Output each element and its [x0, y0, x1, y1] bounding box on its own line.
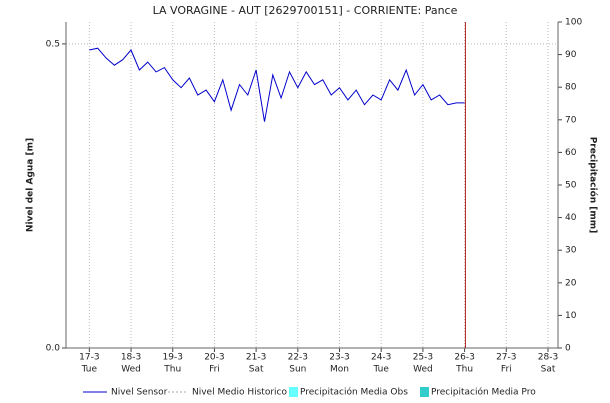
x-tick-label: 24-3 [371, 353, 391, 363]
y-axis-label: Nivel del Agua [m] [26, 138, 36, 232]
x-tick-weekday: Fri [501, 365, 512, 375]
y2-tick-label: 70 [565, 115, 577, 125]
x-tick-label: 22-3 [288, 353, 308, 363]
x-tick-label: 20-3 [204, 353, 224, 363]
y2-tick-label: 60 [565, 148, 577, 158]
legend-label: Nivel Sensor [111, 388, 168, 398]
x-tick-label: 25-3 [413, 353, 433, 363]
y2-axis-label: Precipitación [mm] [588, 137, 599, 234]
x-tick-weekday: Thu [455, 365, 473, 375]
y2-tick-label: 10 [565, 311, 577, 321]
x-tick-weekday: Tue [81, 365, 98, 375]
x-tick-label: 19-3 [163, 353, 183, 363]
y2-tick-label: 0 [565, 344, 571, 354]
x-tick-label: 21-3 [246, 353, 266, 363]
legend-label: Precipitación Media Obs [300, 387, 408, 398]
legend-swatch [420, 387, 429, 397]
x-tick-weekday: Sun [289, 365, 306, 375]
x-tick-label: 23-3 [329, 353, 349, 363]
y2-tick-label: 80 [565, 83, 577, 93]
sensor-line [89, 47, 465, 122]
legend-label: Nivel Medio Historico [192, 388, 287, 398]
x-tick-weekday: Thu [163, 365, 181, 375]
x-tick-label: 26-3 [454, 353, 474, 363]
legend-swatch [289, 387, 298, 397]
y2-tick-label: 40 [565, 213, 577, 223]
chart-title: LA VORAGINE - AUT [2629700151] - CORRIEN… [153, 4, 458, 17]
y-tick-label: 0.5 [46, 39, 60, 49]
x-tick-weekday: Mon [330, 365, 349, 375]
y2-tick-label: 100 [565, 18, 582, 28]
x-tick-weekday: Sat [541, 365, 556, 375]
x-tick-label: 27-3 [496, 353, 516, 363]
y2-tick-label: 20 [565, 278, 577, 288]
x-tick-weekday: Tue [373, 365, 390, 375]
x-tick-weekday: Sat [249, 365, 264, 375]
legend-label: Precipitación Media Pro [431, 387, 536, 398]
x-tick-weekday: Fri [209, 365, 220, 375]
x-tick-weekday: Wed [413, 365, 433, 375]
y-tick-label: 0.0 [46, 344, 61, 354]
x-tick-label: 17-3 [79, 353, 99, 363]
y2-tick-label: 30 [565, 246, 577, 256]
y2-tick-label: 50 [565, 181, 577, 191]
y2-tick-label: 90 [565, 50, 577, 60]
x-tick-weekday: Wed [121, 365, 141, 375]
x-tick-label: 18-3 [121, 353, 141, 363]
x-tick-label: 28-3 [538, 353, 558, 363]
